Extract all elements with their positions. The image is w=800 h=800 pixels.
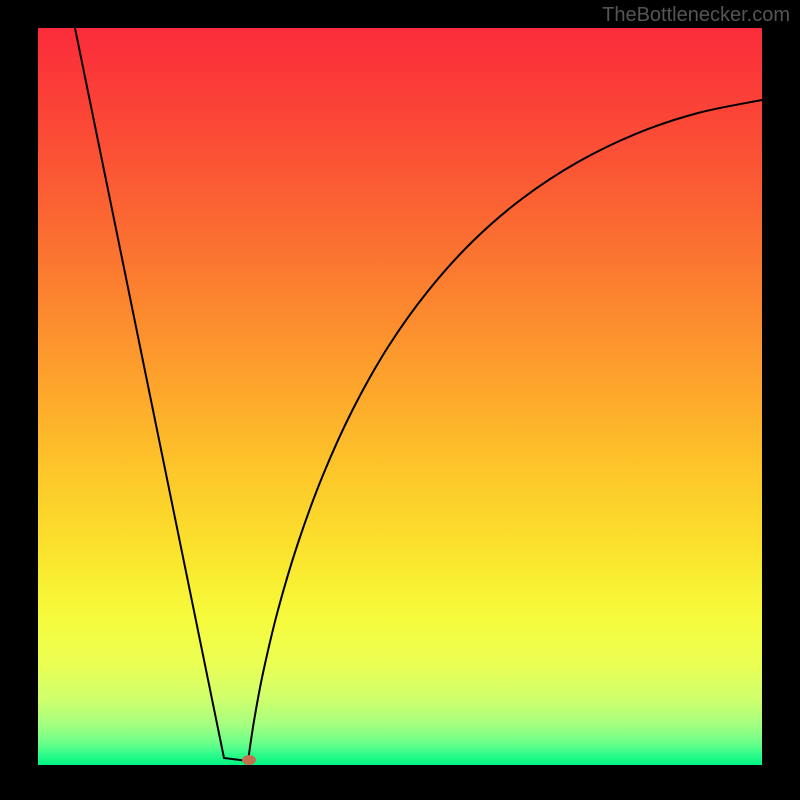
plot-area [38, 28, 762, 765]
bottleneck-curve [75, 28, 762, 761]
curve-layer [38, 28, 762, 765]
watermark-text: TheBottlenecker.com [602, 4, 790, 27]
optimal-point-marker [242, 755, 256, 765]
chart-container: TheBottlenecker.com [0, 0, 800, 800]
